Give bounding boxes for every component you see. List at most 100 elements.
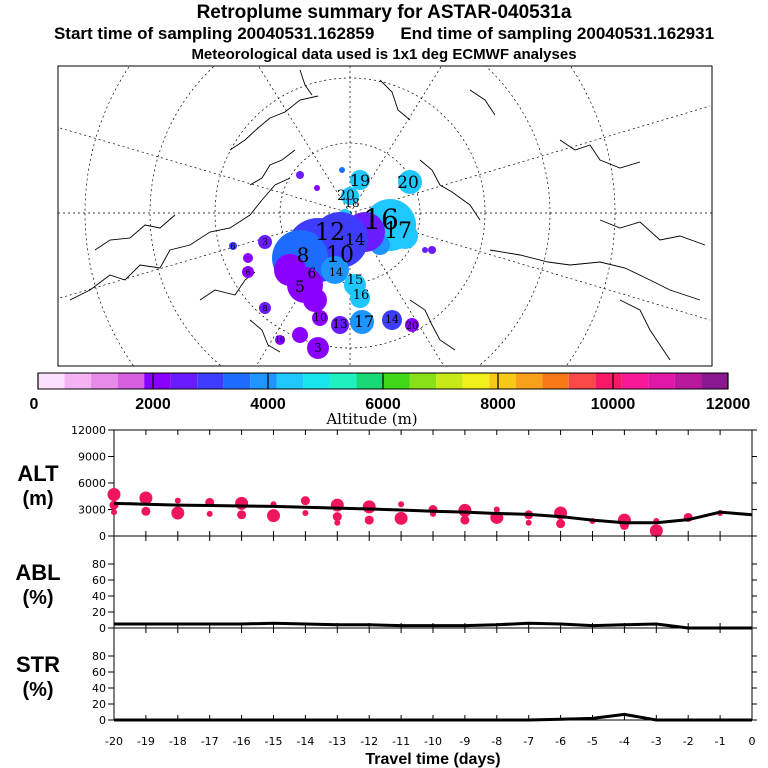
- plume-circle: [229, 242, 237, 250]
- coastline: [299, 69, 313, 96]
- altitude-marker: [398, 501, 405, 508]
- coastline: [249, 319, 281, 353]
- x-tick-label: -15: [265, 735, 283, 748]
- colorbar-segment: [91, 373, 118, 389]
- panel-frame: [113, 627, 753, 721]
- colorbar-segment: [674, 373, 702, 389]
- plume-circle: [341, 187, 359, 205]
- panel-unit: (%): [22, 679, 53, 701]
- map-content: 19 20 20 18 16 17 12 14 10 8 6 5 14 15 1…: [58, 66, 712, 366]
- colorbar-tick-label: 6000: [365, 396, 401, 413]
- colorbar-segment: [621, 373, 649, 389]
- x-tick-label: -14: [296, 735, 314, 748]
- coastline: [559, 139, 641, 169]
- plume-circle: [350, 170, 370, 190]
- altitude-marker: [171, 506, 185, 520]
- plume-circle: [422, 247, 428, 253]
- plume-circle: [314, 185, 320, 191]
- y-tick-label: 40: [92, 590, 106, 603]
- map-label: 6: [308, 266, 317, 282]
- x-tick-label: -7: [523, 735, 534, 748]
- y-tick-label: 20: [92, 698, 106, 711]
- panel-label: ALT: [17, 461, 59, 486]
- coastline: [249, 149, 296, 186]
- plume-circle: [242, 266, 254, 278]
- map-label: 6: [230, 242, 235, 251]
- x-tick-label: -9: [459, 735, 470, 748]
- colorbar-segment: [515, 373, 543, 389]
- colorbar-segment: [409, 373, 437, 389]
- map-label: 16: [363, 203, 399, 236]
- panel-alt: 0 3000 6000 9000 12000 ALT(m): [17, 424, 757, 543]
- plume-circle: [339, 167, 345, 173]
- chart-title: Retroplume summary for ASTAR-040531a: [196, 2, 572, 23]
- y-tick-label: 9000: [78, 451, 106, 464]
- map-label: 20: [406, 321, 419, 332]
- colorbar-segment: [170, 373, 198, 389]
- plume-circle: [428, 246, 436, 254]
- x-tick-label: -17: [201, 735, 219, 748]
- map-label: 20: [337, 188, 355, 204]
- x-axis-title: Travel time (days): [365, 751, 500, 768]
- sampling-times: Start time of sampling 20040531.162859 En…: [0, 24, 768, 44]
- colorbar-tick-labels: 0 2000 4000 6000 8000 10000 12000: [30, 373, 751, 413]
- panel-label: ABL: [15, 560, 60, 585]
- colorbar-tick-label: 8000: [480, 396, 516, 413]
- start-time-label: Start time of sampling 20040531.162859: [53, 24, 375, 43]
- meridian-line: [59, 127, 351, 214]
- plume-circle: [398, 170, 422, 194]
- x-tick-label: -12: [360, 735, 378, 748]
- plume-circle: [312, 310, 328, 326]
- coastline: [469, 89, 496, 116]
- x-tick-label: -5: [587, 735, 598, 748]
- altitude-marker: [174, 497, 181, 504]
- map-label: 17: [354, 312, 374, 331]
- altitude-marker: [458, 503, 472, 517]
- series-line-abl: [114, 621, 752, 630]
- plume-markers: [229, 167, 436, 359]
- altitude-marker: [394, 511, 408, 525]
- plume-circle: [307, 337, 329, 359]
- plume-circle: [258, 235, 272, 249]
- colorbar-segment: [436, 373, 463, 389]
- altitude-marker: [107, 487, 121, 501]
- y-tick-label: 0: [99, 622, 106, 635]
- panel-frame: [113, 535, 753, 629]
- series-line-alt: [113, 501, 753, 525]
- colorbar-tick-label: 12000: [706, 396, 751, 413]
- altitude-marker: [649, 524, 663, 538]
- y-tick-label: 12000: [71, 424, 106, 437]
- panel-abl: 0 20 40 60 80 ABL(%): [15, 535, 757, 635]
- colorbar-segment: [568, 373, 596, 389]
- y-tick-label: 20: [92, 606, 106, 619]
- coastline: [379, 79, 411, 121]
- y-tick-label: 6000: [78, 477, 106, 490]
- y-tick-label: 60: [92, 574, 106, 587]
- altitude-marker: [237, 510, 247, 520]
- map-label: 10: [326, 243, 354, 268]
- map-label: 3: [262, 238, 268, 248]
- altitude-marker: [460, 515, 470, 525]
- plume-circle: [405, 318, 419, 332]
- colorbar-segment: [542, 373, 569, 389]
- x-tick-label: -2: [683, 735, 694, 748]
- map-label: 14: [329, 266, 343, 279]
- altitude-marker: [493, 506, 500, 513]
- altitude-marker: [267, 509, 280, 523]
- coastline: [229, 95, 319, 151]
- map-label: 10: [275, 335, 285, 344]
- coastline: [409, 299, 456, 351]
- colorbar-segment: [303, 373, 330, 389]
- altitude-marker: [334, 519, 341, 526]
- colorbar-segment: [701, 373, 728, 389]
- panel-unit: (%): [22, 587, 53, 609]
- plume-circle: [321, 256, 349, 284]
- plume-labels: 19 20 20 18 16 17 12 14 10 8 6 5 14 15 1…: [230, 171, 418, 355]
- map-label: 16: [353, 288, 370, 303]
- coastline: [489, 249, 701, 301]
- map-label: 15: [347, 273, 364, 288]
- coastline: [599, 219, 706, 246]
- panel-unit: (m): [22, 488, 53, 510]
- altitude-marker: [302, 510, 309, 517]
